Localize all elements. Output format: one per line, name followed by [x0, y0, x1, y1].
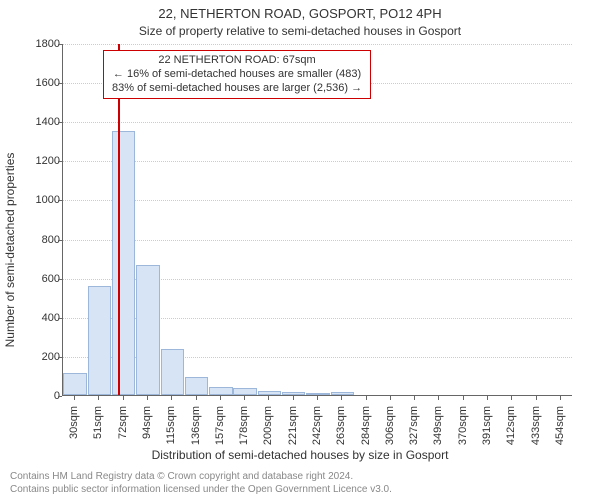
xtick-mark [317, 396, 318, 400]
xtick-label: 221sqm [287, 406, 299, 456]
histogram-bar [161, 349, 184, 395]
xtick-label: 136sqm [190, 406, 202, 456]
ytick-label: 600 [20, 273, 60, 285]
xtick-mark [98, 396, 99, 400]
histogram-bar [233, 388, 256, 395]
footer: Contains HM Land Registry data © Crown c… [10, 471, 590, 496]
xtick-label: 454sqm [554, 406, 566, 456]
y-axis-label: Number of semi-detached properties [3, 153, 17, 348]
ytick-label: 400 [20, 312, 60, 324]
xtick-label: 94sqm [141, 406, 153, 456]
gridline [63, 200, 572, 201]
xtick-mark [463, 396, 464, 400]
ytick-mark [58, 396, 62, 397]
histogram-bar [185, 377, 208, 395]
histogram-bar [282, 392, 305, 395]
xtick-mark [171, 396, 172, 400]
annotation-line-1: 22 NETHERTON ROAD: 67sqm [112, 54, 362, 68]
xtick-mark [74, 396, 75, 400]
ytick-mark [58, 161, 62, 162]
ytick-mark [58, 357, 62, 358]
xtick-mark [268, 396, 269, 400]
footer-line-2: Contains public sector information licen… [10, 484, 590, 497]
ytick-mark [58, 318, 62, 319]
ytick-mark [58, 44, 62, 45]
chart-title: 22, NETHERTON ROAD, GOSPORT, PO12 4PH [0, 6, 600, 21]
histogram-bar [112, 131, 135, 395]
ytick-mark [58, 200, 62, 201]
ytick-mark [58, 279, 62, 280]
xtick-label: 433sqm [530, 406, 542, 456]
annotation-line-3: 83% of semi-detached houses are larger (… [112, 82, 362, 96]
xtick-mark [123, 396, 124, 400]
xtick-mark [414, 396, 415, 400]
chart-subtitle: Size of property relative to semi-detach… [0, 24, 600, 38]
xtick-mark [511, 396, 512, 400]
xtick-label: 391sqm [481, 406, 493, 456]
xtick-label: 284sqm [360, 406, 372, 456]
histogram-bar [306, 393, 329, 395]
footer-line-1: Contains HM Land Registry data © Crown c… [10, 471, 590, 484]
xtick-label: 306sqm [384, 406, 396, 456]
histogram-bar [209, 387, 232, 395]
xtick-mark [487, 396, 488, 400]
xtick-mark [560, 396, 561, 400]
ytick-label: 1600 [20, 77, 60, 89]
xtick-label: 370sqm [457, 406, 469, 456]
chart-container: 22, NETHERTON ROAD, GOSPORT, PO12 4PH Si… [0, 0, 600, 500]
xtick-label: 242sqm [311, 406, 323, 456]
xtick-label: 178sqm [238, 406, 250, 456]
histogram-bar [88, 286, 111, 395]
ytick-label: 1200 [20, 155, 60, 167]
xtick-label: 157sqm [214, 406, 226, 456]
ytick-label: 800 [20, 234, 60, 246]
ytick-mark [58, 122, 62, 123]
xtick-mark [438, 396, 439, 400]
xtick-label: 30sqm [68, 406, 80, 456]
xtick-label: 115sqm [165, 406, 177, 456]
ytick-label: 200 [20, 351, 60, 363]
xtick-label: 200sqm [262, 406, 274, 456]
ytick-label: 1000 [20, 194, 60, 206]
histogram-bar [63, 373, 86, 395]
xtick-label: 72sqm [117, 406, 129, 456]
xtick-label: 327sqm [408, 406, 420, 456]
xtick-label: 349sqm [432, 406, 444, 456]
xtick-mark [390, 396, 391, 400]
xtick-mark [293, 396, 294, 400]
gridline [63, 161, 572, 162]
xtick-label: 51sqm [92, 406, 104, 456]
xtick-mark [366, 396, 367, 400]
ytick-mark [58, 83, 62, 84]
xtick-mark [341, 396, 342, 400]
gridline [63, 240, 572, 241]
gridline [63, 44, 572, 45]
xtick-label: 412sqm [505, 406, 517, 456]
ytick-label: 1800 [20, 38, 60, 50]
ytick-label: 0 [20, 390, 60, 402]
gridline [63, 122, 572, 123]
histogram-bar [331, 392, 354, 395]
histogram-bar [136, 265, 159, 395]
ytick-label: 1400 [20, 116, 60, 128]
annotation-box: 22 NETHERTON ROAD: 67sqm ← 16% of semi-d… [103, 50, 371, 99]
xtick-mark [147, 396, 148, 400]
xtick-label: 263sqm [335, 406, 347, 456]
plot-area: 22 NETHERTON ROAD: 67sqm ← 16% of semi-d… [62, 44, 572, 396]
xtick-mark [244, 396, 245, 400]
xtick-mark [536, 396, 537, 400]
ytick-mark [58, 240, 62, 241]
xtick-mark [196, 396, 197, 400]
histogram-bar [258, 391, 281, 395]
annotation-line-2: ← 16% of semi-detached houses are smalle… [112, 68, 362, 82]
xtick-mark [220, 396, 221, 400]
